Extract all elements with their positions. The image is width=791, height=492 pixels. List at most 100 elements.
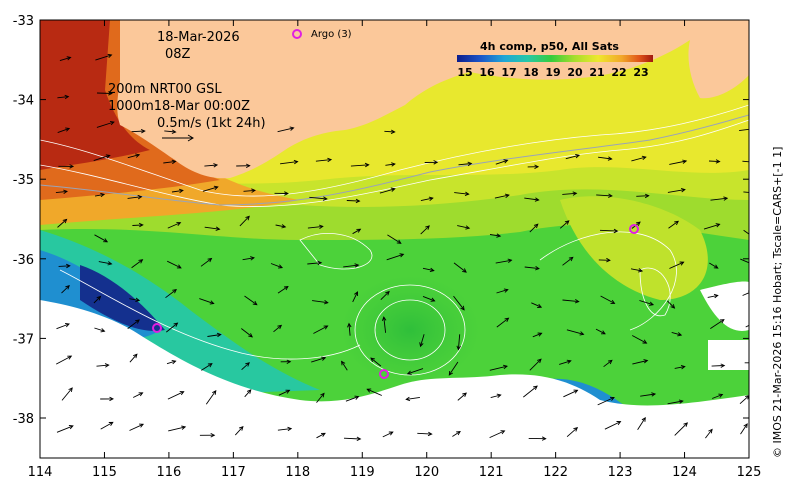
current-arrow <box>489 365 508 371</box>
current-arrowhead <box>135 297 141 303</box>
colorbar-tick-label: 23 <box>633 66 648 79</box>
date-label: 18-Mar-2026 <box>157 30 240 45</box>
current-arrowhead <box>245 362 250 367</box>
current-arrowhead <box>745 395 749 400</box>
colorbar-ticks: 15 16 17 18 19 20 21 22 23 <box>457 66 648 79</box>
current-arrowhead <box>606 257 611 263</box>
current-arrow <box>129 298 140 301</box>
current-arrowhead <box>179 391 185 396</box>
current-arrow <box>632 360 648 365</box>
current-arrow <box>598 156 612 160</box>
current-arrowhead <box>138 259 144 264</box>
current-arrow <box>96 364 109 367</box>
current-arrowhead <box>541 436 547 441</box>
current-arrowhead <box>171 359 177 365</box>
current-arrow <box>563 389 578 398</box>
current-arrowhead <box>607 156 613 161</box>
current-arrowhead <box>399 253 405 258</box>
current-arrowhead <box>109 396 114 402</box>
current-arrow <box>127 319 140 329</box>
current-arrowhead <box>385 290 390 296</box>
current-arrowhead <box>713 264 719 269</box>
current-arrow <box>241 328 253 338</box>
current-arrow <box>709 262 719 269</box>
current-arrowhead <box>405 396 411 402</box>
current-arrowhead <box>173 322 179 327</box>
current-arrowhead <box>537 332 543 337</box>
current-arrowhead <box>753 361 757 365</box>
current-arrow <box>566 427 578 438</box>
current-arrowhead <box>207 363 213 368</box>
current-arrow <box>94 327 105 332</box>
current-arrow <box>316 393 325 403</box>
current-arrowhead <box>245 163 251 168</box>
current-arrowhead <box>181 425 187 430</box>
current-arrowhead <box>135 319 140 324</box>
current-arrowhead <box>364 162 370 168</box>
current-arrow <box>277 286 289 294</box>
current-arrow <box>448 361 459 376</box>
current-arrowhead <box>138 222 144 228</box>
current-arrowhead <box>321 356 327 361</box>
current-arrow <box>167 260 182 269</box>
current-arrowhead <box>723 196 729 201</box>
current-arrowhead <box>381 316 387 321</box>
x-tick-label: 118 <box>285 465 310 480</box>
current-arrow <box>637 417 646 430</box>
current-arrowhead <box>752 191 756 195</box>
current-arrowhead <box>464 191 470 197</box>
current-arrow <box>61 387 73 401</box>
current-arrowhead <box>753 160 757 164</box>
current-arrow <box>57 96 69 99</box>
current-arrowhead <box>534 197 540 202</box>
current-arrowhead <box>289 126 295 131</box>
current-arrow <box>312 300 328 304</box>
current-arrow <box>199 298 214 305</box>
current-arrowhead <box>69 164 75 169</box>
current-arrow <box>529 358 542 371</box>
current-arrowhead <box>65 323 70 328</box>
current-arrow <box>132 392 143 398</box>
current-arrow <box>311 357 326 363</box>
current-arrowhead <box>574 299 580 304</box>
current-arrow <box>315 159 332 162</box>
current-arrow <box>565 154 580 160</box>
current-arrow <box>129 353 138 363</box>
current-arrowhead <box>566 359 572 364</box>
current-arrowhead <box>448 370 454 376</box>
current-arrow <box>93 154 110 162</box>
current-arrow <box>407 368 424 375</box>
current-arrow <box>674 422 688 436</box>
current-arrowhead <box>430 297 436 302</box>
current-arrow <box>524 266 539 270</box>
current-arrowhead <box>104 363 110 368</box>
current-arrow <box>348 323 351 336</box>
current-arrowhead <box>215 226 221 231</box>
current-arrowhead <box>718 393 724 398</box>
current-arrow <box>529 223 539 233</box>
current-arrow <box>603 360 613 368</box>
current-arrow <box>531 302 542 308</box>
current-arrow <box>239 215 250 227</box>
current-arrow <box>167 391 184 400</box>
current-arrow <box>422 295 435 302</box>
current-arrowhead <box>390 129 396 135</box>
speed-scale-label: 0.5m/s (1kt 24h) <box>157 116 266 131</box>
current-arrowhead <box>425 225 430 230</box>
current-arrow <box>599 229 618 232</box>
current-arrowhead <box>568 256 574 262</box>
current-arrow <box>604 421 621 430</box>
x-tick-label: 119 <box>350 465 375 480</box>
current-arrow <box>205 390 217 405</box>
current-arrow <box>453 262 467 273</box>
current-arrow <box>343 264 359 268</box>
colorbar-tick-label: 22 <box>611 66 626 79</box>
current-arrowhead <box>366 388 372 393</box>
current-arrowhead <box>370 357 375 362</box>
current-arrow <box>707 294 718 298</box>
current-arrowhead <box>677 332 683 337</box>
current-arrow <box>453 295 465 311</box>
current-arrow <box>204 164 218 167</box>
current-arrow <box>207 334 221 337</box>
current-arrowhead <box>601 330 606 335</box>
